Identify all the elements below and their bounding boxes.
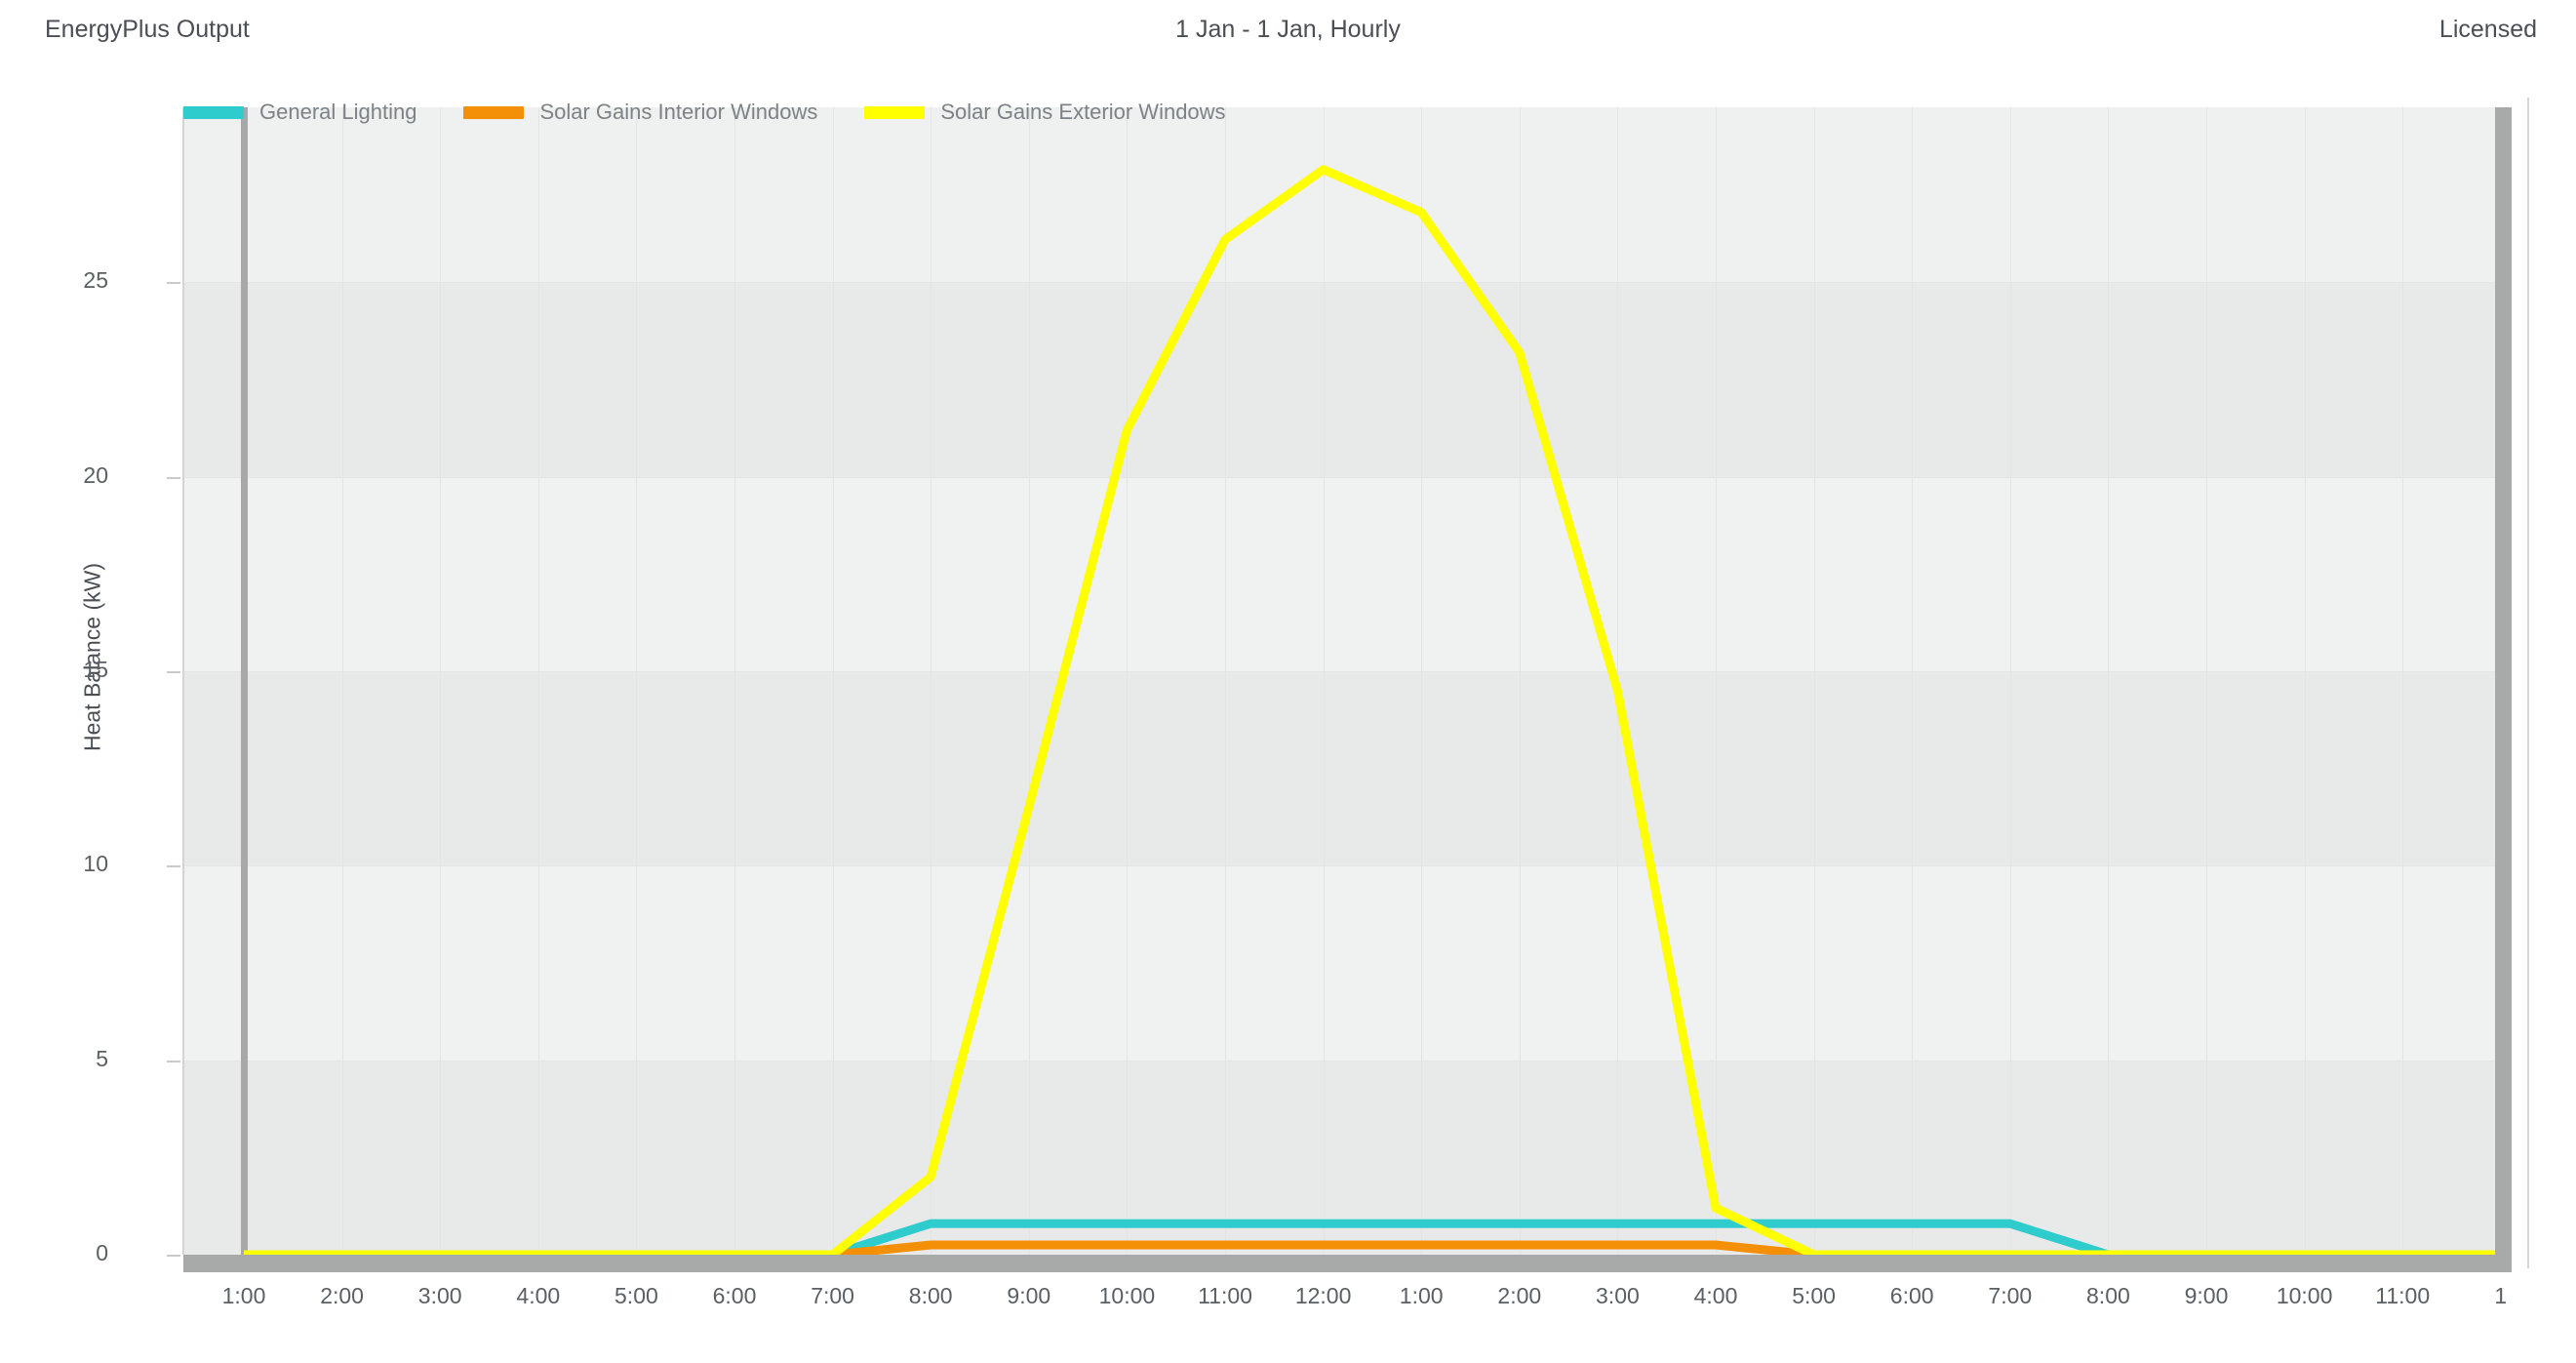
- x-tick-label: 1:00: [1399, 1283, 1444, 1308]
- legend-label: Solar Gains Interior Windows: [539, 100, 818, 124]
- legend-color-swatch: [864, 105, 926, 119]
- x-gridline: [1912, 107, 1914, 1255]
- x-tick-label: 3:00: [1596, 1283, 1640, 1308]
- x-gridline: [2206, 107, 2207, 1255]
- y-tick-label: 15: [83, 657, 108, 683]
- y-gridline: [183, 282, 2495, 284]
- x-gridline: [1813, 107, 1815, 1255]
- frame-border: [2527, 98, 2529, 1268]
- series-layer: [183, 107, 2495, 1255]
- y-tick-mark: [167, 865, 180, 868]
- legend-item[interactable]: General Lighting: [183, 100, 416, 125]
- x-tick-label: 4:00: [1693, 1283, 1738, 1308]
- y-gridline: [183, 1060, 2495, 1062]
- legend-item[interactable]: Solar Gains Exterior Windows: [864, 100, 1226, 125]
- vertical-scrollbar[interactable]: [2495, 107, 2512, 1272]
- y-tick-mark: [167, 282, 180, 285]
- x-gridline: [1519, 107, 1521, 1255]
- x-gridline: [440, 107, 442, 1255]
- y-tick-label: 25: [83, 267, 108, 294]
- x-tick-label: 9:00: [1007, 1283, 1051, 1308]
- x-tick-label: 6:00: [712, 1283, 757, 1308]
- legend-label: General Lighting: [259, 100, 417, 124]
- series-line: [244, 1245, 2495, 1255]
- x-gridline: [2402, 107, 2404, 1255]
- horizontal-scrollbar[interactable]: [183, 1255, 2495, 1272]
- x-gridline: [1421, 107, 1423, 1255]
- x-tick-group: 1:00 2:00 3:00 4:00 5:00 6:00 7:00 8:00 9:00 10:0…: [44, 1283, 2537, 1322]
- vertical-scrollbar-thumb[interactable]: [2495, 107, 2512, 1272]
- chart-container: Heat Balance (kW) 0 5 10 15 20 25 General Lig…: [44, 96, 2537, 1272]
- plot-area[interactable]: [183, 107, 2495, 1255]
- x-tick-label: 11:00: [2375, 1283, 2431, 1308]
- y-gridline: [183, 865, 2495, 867]
- x-gridline: [2108, 107, 2110, 1255]
- x-gridline: [636, 107, 638, 1255]
- y-tick-label: 0: [96, 1240, 108, 1265]
- x-gridline: [832, 107, 834, 1255]
- grid-band: [183, 671, 2495, 866]
- y-tick-mark: [167, 476, 180, 479]
- grid-band: [183, 107, 2495, 283]
- legend-color-swatch: [463, 105, 525, 119]
- x-tick-label: 8:00: [908, 1283, 953, 1308]
- x-tick-label: 5:00: [614, 1283, 658, 1308]
- y-tick-label: 5: [96, 1045, 108, 1071]
- date-range-title: 1 Jan - 1 Jan, Hourly: [1175, 16, 1401, 43]
- x-gridline: [537, 107, 539, 1255]
- x-tick-label: 4:00: [516, 1283, 561, 1308]
- y-tick-mark: [167, 1255, 180, 1257]
- legend-color-swatch: [183, 105, 244, 119]
- x-tick-label: 1: [2494, 1283, 2508, 1308]
- x-gridline: [1127, 107, 1129, 1255]
- x-tick-label: 2:00: [320, 1283, 364, 1308]
- cursor-marker-line[interactable]: [241, 107, 248, 1255]
- license-status: Licensed: [2438, 16, 2537, 43]
- series-line: [244, 170, 2495, 1255]
- series-line: [244, 1223, 2495, 1255]
- chart-legend: General Lighting Solar Gains Interior Win…: [183, 96, 1273, 129]
- grid-band: [183, 282, 2495, 477]
- header-bar: EnergyPlus Output 1 Jan - 1 Jan, Hourly …: [0, 0, 2576, 60]
- y-tick-mark: [167, 1060, 180, 1062]
- x-tick-label: 6:00: [1889, 1283, 1934, 1308]
- y-tick-label: 20: [83, 461, 108, 488]
- y-gridline: [183, 476, 2495, 478]
- x-tick-label: 7:00: [811, 1283, 854, 1308]
- horizontal-scrollbar-thumb[interactable]: [183, 1255, 2495, 1272]
- y-axis-line: [182, 107, 184, 1255]
- x-gridline: [1028, 107, 1030, 1255]
- y-tick-mark: [167, 671, 180, 674]
- x-tick-label: 12:00: [1294, 1283, 1352, 1308]
- x-gridline: [734, 107, 735, 1255]
- x-gridline: [1225, 107, 1226, 1255]
- x-tick-label: 8:00: [2086, 1283, 2130, 1308]
- legend-item[interactable]: Solar Gains Interior Windows: [463, 100, 817, 125]
- x-tick-label: 10:00: [1098, 1283, 1156, 1308]
- x-tick-label: 11:00: [1198, 1283, 1252, 1308]
- x-gridline: [2009, 107, 2011, 1255]
- x-gridline: [1323, 107, 1325, 1255]
- x-tick-label: 7:00: [1988, 1283, 2033, 1308]
- x-tick-label: 1:00: [221, 1283, 266, 1308]
- x-tick-label: 10:00: [2276, 1283, 2333, 1308]
- x-gridline: [1716, 107, 1717, 1255]
- x-tick-label: 5:00: [1792, 1283, 1836, 1308]
- x-tick-label: 2:00: [1497, 1283, 1542, 1308]
- x-tick-label: 9:00: [2184, 1283, 2229, 1308]
- y-gridline: [183, 671, 2495, 673]
- x-tick-label: 3:00: [417, 1283, 462, 1308]
- y-tick-label: 10: [83, 851, 108, 877]
- x-gridline: [2304, 107, 2306, 1255]
- app-title: EnergyPlus Output: [45, 16, 250, 43]
- legend-label: Solar Gains Exterior Windows: [940, 100, 1226, 124]
- x-gridline: [341, 107, 343, 1255]
